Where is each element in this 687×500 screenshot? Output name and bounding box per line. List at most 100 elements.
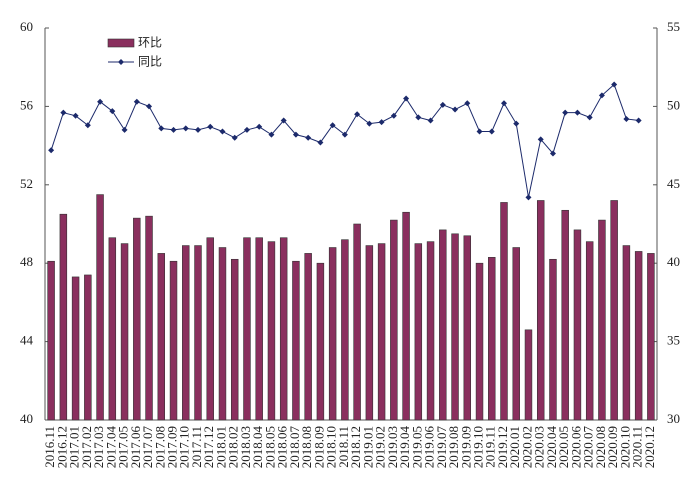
- bar: [598, 219, 606, 421]
- point: [464, 100, 471, 107]
- x-tick-label: 2020.09: [605, 426, 620, 468]
- point: [366, 120, 373, 127]
- x-tick-label: 2016.11: [42, 426, 57, 468]
- x-tick-label: 2019.09: [458, 426, 473, 468]
- point: [501, 100, 507, 107]
- x-tick-label: 2017.09: [165, 426, 180, 468]
- x-tick-label: 2020.04: [544, 426, 559, 469]
- bar: [341, 239, 349, 421]
- bar: [622, 245, 631, 421]
- x-tick-label: 2018.01: [213, 426, 228, 468]
- x-tick-label: 2020.01: [507, 426, 522, 468]
- point: [146, 103, 153, 110]
- bar: [304, 253, 312, 421]
- point: [341, 131, 348, 138]
- bar: [488, 257, 496, 421]
- x-tick-label: 2020.05: [556, 426, 571, 468]
- y2-tick-label: 45: [667, 176, 680, 191]
- x-tick-label: 2019.10: [471, 426, 486, 468]
- legend-swatch: [107, 38, 135, 48]
- bar: [206, 237, 214, 421]
- x-tick-label: 2017.10: [177, 426, 192, 468]
- bar: [365, 245, 374, 421]
- x-tick-label: 2019.06: [422, 426, 437, 469]
- point: [415, 114, 422, 121]
- point: [170, 126, 177, 133]
- point: [452, 106, 459, 113]
- bar: [145, 215, 153, 421]
- bar: [573, 229, 582, 421]
- point: [305, 134, 312, 141]
- point: [256, 123, 263, 130]
- point: [488, 128, 495, 135]
- x-tick-label: 2020.08: [593, 426, 608, 468]
- x-tick-label: 2018.12: [348, 426, 363, 468]
- bar: [133, 217, 141, 421]
- point: [427, 117, 434, 124]
- bar: [255, 237, 263, 421]
- x-tick-label: 2020.11: [630, 426, 645, 468]
- point: [84, 122, 91, 129]
- point: [182, 125, 189, 132]
- point: [525, 194, 532, 201]
- x-tick-label: 2018.09: [311, 426, 326, 468]
- bar: [634, 251, 643, 421]
- point: [60, 109, 67, 116]
- point: [109, 108, 116, 115]
- x-tick-label: 2020.07: [581, 426, 596, 469]
- y2-tick-label: 50: [667, 97, 680, 112]
- point: [280, 117, 287, 124]
- point: [219, 128, 226, 135]
- point: [476, 128, 483, 135]
- bar: [47, 260, 55, 421]
- legend-label: 环比: [138, 36, 162, 50]
- point: [390, 112, 397, 119]
- point: [549, 150, 556, 157]
- point: [623, 115, 630, 122]
- x-tick-label: 2017.11: [189, 426, 204, 468]
- bar: [390, 219, 398, 421]
- x-tick-label: 2017.12: [201, 426, 216, 468]
- x-tick-label: 2018.04: [250, 426, 265, 469]
- point: [268, 131, 275, 138]
- point: [133, 98, 140, 105]
- bar: [169, 260, 178, 421]
- point: [562, 109, 569, 116]
- bar: [610, 200, 618, 421]
- bar: [536, 200, 545, 421]
- x-tick-label: 2017.04: [103, 426, 118, 469]
- x-tick-label: 2018.11: [336, 426, 351, 468]
- point: [354, 111, 361, 118]
- x-tick-label: 2019.07: [434, 426, 449, 469]
- bar: [475, 262, 484, 421]
- bar: [561, 209, 569, 421]
- point: [378, 119, 385, 126]
- bar: [328, 247, 337, 421]
- x-tick-label: 2019.12: [495, 426, 510, 468]
- point: [403, 95, 410, 102]
- point: [611, 81, 618, 88]
- bar: [426, 241, 435, 421]
- bar: [108, 237, 117, 421]
- legend-label: 同比: [138, 55, 162, 69]
- x-tick-label: 2017.01: [67, 426, 82, 468]
- y-tick-label: 40: [20, 411, 33, 426]
- point: [97, 98, 104, 105]
- x-tick-label: 2019.03: [385, 426, 400, 468]
- bar: [414, 243, 423, 421]
- point: [439, 101, 446, 108]
- bar: [182, 245, 190, 421]
- x-tick-label: 2017.06: [128, 426, 143, 469]
- x-tick-label: 2019.08: [446, 426, 461, 468]
- point: [574, 109, 581, 116]
- point: [231, 134, 238, 141]
- legend-marker: [118, 59, 124, 65]
- x-tick-label: 2018.05: [262, 426, 277, 468]
- y-tick-label: 44: [20, 333, 34, 348]
- bar: [316, 262, 325, 421]
- y-tick-label: 48: [20, 254, 33, 269]
- point: [48, 147, 55, 154]
- bar: [71, 276, 80, 421]
